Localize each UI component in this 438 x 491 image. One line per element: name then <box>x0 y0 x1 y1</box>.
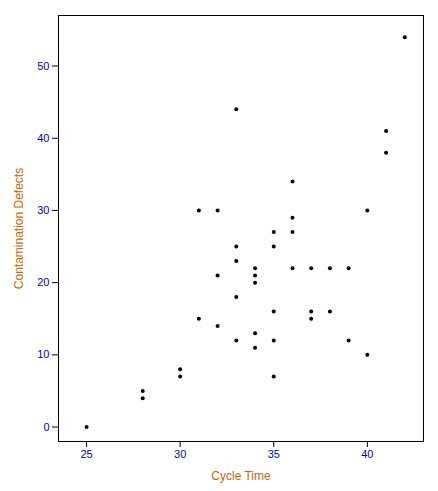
svg-text:Contamination Defects: Contamination Defects <box>12 168 26 289</box>
svg-text:40: 40 <box>37 132 49 144</box>
svg-text:35: 35 <box>268 448 280 460</box>
svg-text:40: 40 <box>361 448 373 460</box>
svg-text:25: 25 <box>80 448 92 460</box>
svg-text:20: 20 <box>37 276 49 288</box>
svg-text:Cycle Time: Cycle Time <box>211 469 271 483</box>
svg-text:30: 30 <box>174 448 186 460</box>
svg-text:30: 30 <box>37 204 49 216</box>
svg-text:0: 0 <box>43 421 49 433</box>
svg-text:10: 10 <box>37 348 49 360</box>
svg-text:50: 50 <box>37 60 49 72</box>
